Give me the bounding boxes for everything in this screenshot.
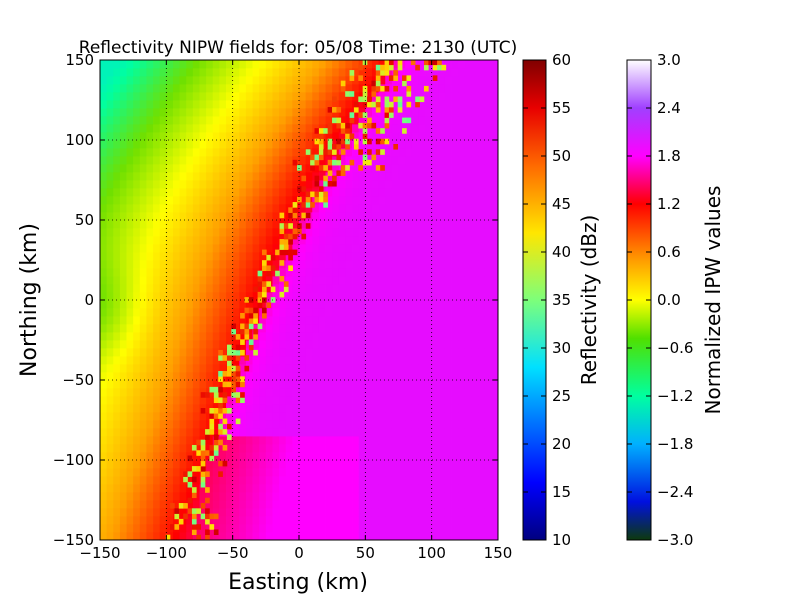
y-tick-label: −50 [62, 371, 94, 389]
colorbar-tick-label: 2.4 [657, 99, 681, 117]
colorbar-tick-label: 1.2 [657, 195, 681, 213]
y-tick-label: −100 [53, 451, 94, 469]
colorbar-tick-label: 20 [552, 435, 571, 453]
x-tick-label: −50 [217, 544, 249, 562]
colorbar-tick-label: −1.8 [657, 435, 693, 453]
plot-area [100, 60, 498, 540]
y-tick-label: 100 [65, 131, 94, 149]
reflectivity-field [165, 60, 447, 540]
colorbar-tick-label: −3.0 [657, 531, 693, 549]
ipw-colorbar-ticks: −3.0 −2.4 −1.8 −1.2 −0.6 0.0 0.6 1.2 1.8 2.4 3.0 [627, 51, 693, 549]
y-axis-ticks: −150 −100 −50 0 50 100 150 [53, 51, 498, 549]
colorbar-tick-label: 50 [552, 147, 571, 165]
x-tick-label: −100 [146, 544, 187, 562]
x-tick-label: 150 [484, 544, 513, 562]
colorbar-tick-label: 0.0 [657, 291, 681, 309]
y-tick-label: 150 [65, 51, 94, 69]
colorbar-tick-label: −0.6 [657, 339, 693, 357]
colorbar-tick-label: 25 [552, 387, 571, 405]
colorbar-tick-label: 3.0 [657, 51, 681, 69]
x-tick-label: 100 [417, 544, 446, 562]
ipw-field [100, 60, 498, 540]
colorbar-tick-label: −1.2 [657, 387, 693, 405]
colorbar-tick-label: 55 [552, 99, 571, 117]
y-tick-label: 0 [84, 291, 94, 309]
colorbar-tick-label: 30 [552, 339, 571, 357]
colorbar-tick-label: 60 [552, 51, 571, 69]
colorbar-tick-label: 35 [552, 291, 571, 309]
x-tick-label: −150 [79, 544, 120, 562]
reflectivity-colorbar-label: Reflectivity (dBz) [577, 215, 601, 386]
colorbar-tick-label: 0.6 [657, 243, 681, 261]
colorbar-tick-label: 40 [552, 243, 571, 261]
y-axis-label: Northing (km) [17, 223, 42, 377]
x-tick-label: 0 [294, 544, 304, 562]
colorbar-tick-label: −2.4 [657, 483, 693, 501]
x-tick-label: 50 [356, 544, 375, 562]
grid-lines [100, 60, 498, 540]
ipw-colorbar-label: Normalized IPW values [701, 186, 725, 415]
x-axis-label: Easting (km) [228, 570, 368, 595]
chart-title: Reflectivity NIPW fields for: 05/08 Time… [79, 38, 517, 58]
colorbar-tick-label: 1.8 [657, 147, 681, 165]
colorbar-tick-label: 10 [552, 531, 571, 549]
y-tick-label: −150 [53, 531, 94, 549]
colorbar-tick-label: 15 [552, 483, 571, 501]
reflectivity-colorbar-ticks: 10 15 20 25 30 35 40 45 50 55 60 [523, 51, 571, 549]
x-axis-ticks: −150 −100 −50 0 50 100 150 [79, 60, 512, 562]
colorbar-tick-label: 45 [552, 195, 571, 213]
y-tick-label: 50 [75, 211, 94, 229]
